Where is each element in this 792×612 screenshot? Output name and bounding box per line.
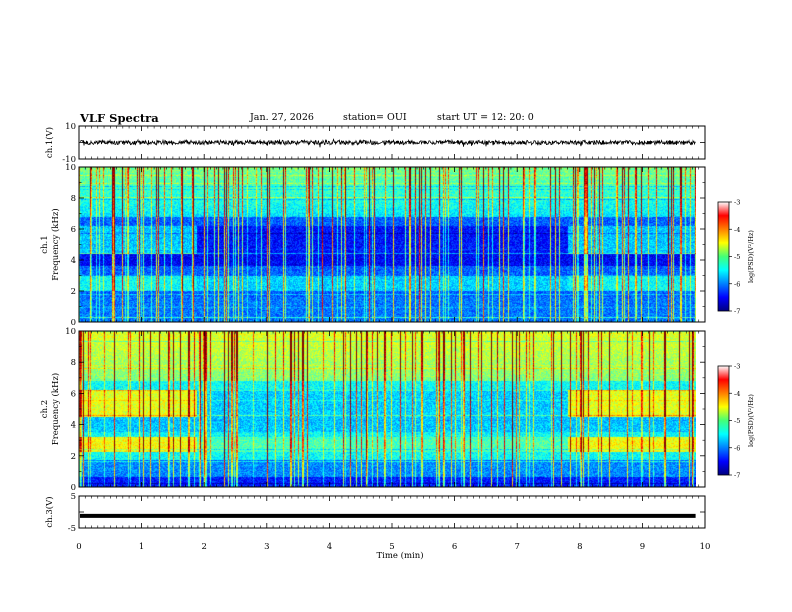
x-tick-label-10: 10 xyxy=(700,542,711,552)
x-tick-label-8: 8 xyxy=(577,542,582,552)
ch3-waveform-y-tick-1: -5 xyxy=(68,524,76,534)
ch2-spectrogram-y-tick-8: 8 xyxy=(71,358,76,368)
ch1-spectrogram-y-tick-8: 8 xyxy=(71,194,76,204)
chart-title: VLF Spectra xyxy=(80,111,159,125)
start-time-label: start UT = 12: 20: 0 xyxy=(437,112,534,123)
ch2-spectrogram-colorbar xyxy=(717,365,730,476)
x-axis-label: Time (min) xyxy=(376,550,423,561)
station-label: station= OUI xyxy=(343,112,407,123)
x-tick-label-3: 3 xyxy=(264,542,269,552)
ch2-spectrogram-colorbar-tick-label: -4 xyxy=(734,390,740,398)
date-label: Jan. 27, 2026 xyxy=(250,112,314,123)
x-tick-label-2: 2 xyxy=(201,542,206,552)
ch2-spectrogram-colorbar-label: log(PSD)(V²/Hz) xyxy=(747,394,755,447)
ch1-spectrogram-colorbar xyxy=(717,201,730,312)
ch1-waveform-y-label: ch.1(V) xyxy=(44,127,55,158)
ch2-spectrogram-y-label-channel: ch.2 xyxy=(40,400,50,418)
x-tick-label-5: 5 xyxy=(389,542,394,552)
x-tick-label-4: 4 xyxy=(327,542,332,552)
ch1-spectrogram-colorbar-tick-label: -3 xyxy=(734,199,740,207)
ch2-spectrogram-y-tick-0: 0 xyxy=(71,483,76,493)
x-tick-label-7: 7 xyxy=(514,542,519,552)
ch2-spectrogram-colorbar-tick-label: -7 xyxy=(734,472,740,480)
ch1-spectrogram-y-label-channel: ch.1 xyxy=(40,235,50,253)
ch2-spectrogram-y-tick-6: 6 xyxy=(71,389,76,399)
ch2-spectrogram-colorbar-tick-label: -3 xyxy=(734,363,740,371)
ch1-spectrogram-y-tick-0: 0 xyxy=(71,318,76,328)
ch1-spectrogram-colorbar-tick-label: -5 xyxy=(734,253,740,261)
ch2-spectrogram-y-tick-10: 10 xyxy=(65,327,76,337)
ch2-spectrogram-y-tick-4: 4 xyxy=(71,421,76,431)
ch2-spectrogram-image xyxy=(79,331,696,487)
ch3-waveform-y-tick-0: 5 xyxy=(71,492,76,502)
ch1-spectrogram-y-label-frequency: Frequency (kHz) xyxy=(50,208,61,280)
x-tick-label-1: 1 xyxy=(139,542,144,552)
ch1-spectrogram-y-tick-10: 10 xyxy=(65,163,76,173)
ch1-spectrogram-colorbar-tick-label: -4 xyxy=(734,226,740,234)
ch2-spectrogram-y-label-frequency: Frequency (kHz) xyxy=(50,373,61,445)
ch1-spectrogram-y-tick-4: 4 xyxy=(71,256,76,266)
x-tick-label-9: 9 xyxy=(640,542,645,552)
ch1-waveform-y-tick-1: -10 xyxy=(62,155,76,165)
x-tick-label-0: 0 xyxy=(76,542,81,552)
x-tick-label-6: 6 xyxy=(452,542,457,552)
ch1-spectrogram-y-tick-6: 6 xyxy=(71,225,76,235)
ch2-spectrogram-colorbar-tick-label: -6 xyxy=(734,444,740,452)
ch2-spectrogram-colorbar-tick-label: -5 xyxy=(734,417,740,425)
ch1-spectrogram-colorbar-tick-label: -6 xyxy=(734,280,740,288)
ch3-waveform-y-label: ch.3(V) xyxy=(44,496,55,527)
ch1-waveform-line xyxy=(80,138,696,148)
ch1-spectrogram-image xyxy=(79,167,696,322)
ch1-spectrogram-colorbar-label: log(PSD)(V²/Hz) xyxy=(747,230,755,283)
ch1-spectrogram-y-tick-2: 2 xyxy=(71,287,76,297)
ch1-spectrogram-colorbar-tick-label: -7 xyxy=(734,308,740,316)
ch1-waveform-y-tick-0: 10 xyxy=(65,122,76,132)
ch2-spectrogram-y-tick-2: 2 xyxy=(71,452,76,462)
